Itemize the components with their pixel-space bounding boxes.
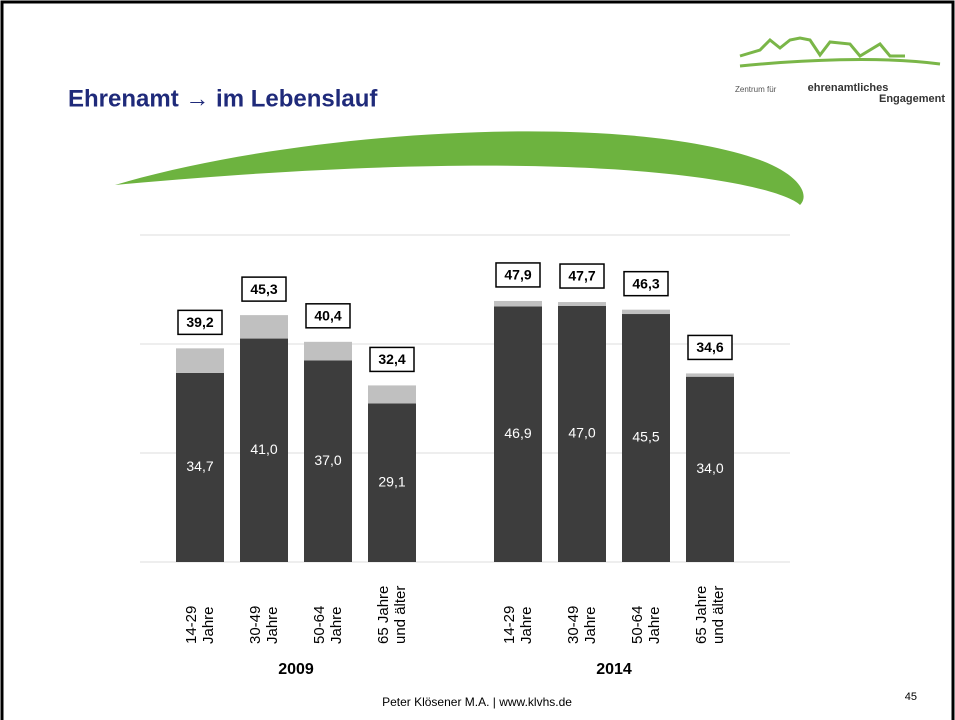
- slide-title: Ehrenamt → im Lebenslauf: [68, 85, 378, 112]
- bar-segment: [494, 301, 542, 306]
- total-label: 47,7: [568, 268, 595, 284]
- value-label: 45,5: [632, 429, 659, 445]
- slide: Ehrenamt → im Lebenslauf Zentrum für ehr…: [0, 0, 955, 720]
- value-label: 29,1: [378, 473, 405, 489]
- value-label: 34,7: [186, 458, 213, 474]
- total-label: 46,3: [632, 275, 659, 291]
- total-label: 47,9: [504, 267, 531, 283]
- value-label: 34,0: [696, 460, 723, 476]
- category-label: 14-29 Jahre: [501, 570, 535, 644]
- green-swoosh: [115, 131, 804, 205]
- bar-segment: [686, 373, 734, 376]
- bar-segment: [368, 385, 416, 403]
- bar-segment: [240, 315, 288, 338]
- total-label: 34,6: [696, 339, 723, 355]
- category-label: 50-64 Jahre: [311, 570, 345, 644]
- logo-graphic: [740, 38, 940, 66]
- logo-text: ehrenamtliches: [808, 82, 889, 94]
- group-label: 2014: [596, 661, 632, 678]
- category-label: 50-64 Jahre: [629, 570, 663, 644]
- bar-segment: [304, 342, 352, 361]
- category-label: 65 Jahre und älter: [693, 570, 727, 644]
- value-label: 37,0: [314, 452, 341, 468]
- category-label: 30-49 Jahre: [565, 570, 599, 644]
- category-label: 14-29 Jahre: [183, 570, 217, 644]
- total-label: 40,4: [314, 308, 341, 324]
- total-label: 39,2: [186, 314, 213, 330]
- page-number: 45: [905, 691, 917, 703]
- bar-segment: [558, 302, 606, 306]
- logo-text: Engagement: [879, 93, 945, 105]
- bar-segment: [622, 310, 670, 314]
- total-label: 45,3: [250, 281, 277, 297]
- value-label: 41,0: [250, 441, 277, 457]
- category-label: 65 Jahre und älter: [375, 570, 409, 644]
- total-label: 32,4: [378, 351, 405, 367]
- footer: Peter Klösener M.A. | www.klvhs.de: [382, 695, 572, 709]
- logo-text: Zentrum für: [735, 85, 777, 94]
- value-label: 46,9: [504, 425, 531, 441]
- value-label: 47,0: [568, 425, 595, 441]
- group-label: 2009: [278, 661, 314, 678]
- bar-segment: [176, 348, 224, 373]
- category-label: 30-49 Jahre: [247, 570, 281, 644]
- chart: Ehrenamt → im Lebenslauf Zentrum für ehr…: [0, 0, 955, 720]
